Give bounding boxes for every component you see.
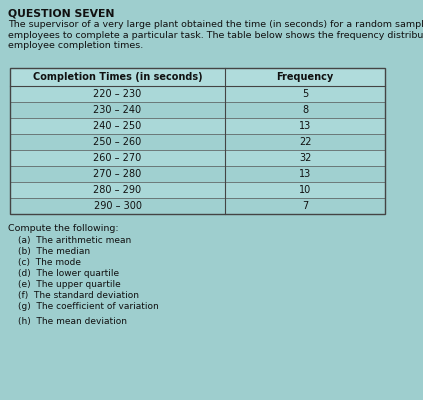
Text: 290 – 300: 290 – 300 xyxy=(93,201,142,211)
Text: 250 – 260: 250 – 260 xyxy=(93,137,142,147)
Text: 10: 10 xyxy=(299,185,311,195)
Bar xyxy=(10,68,385,214)
Text: 7: 7 xyxy=(302,201,308,211)
Text: Frequency: Frequency xyxy=(276,72,334,82)
Text: 8: 8 xyxy=(302,105,308,115)
Bar xyxy=(10,134,385,150)
Text: 13: 13 xyxy=(299,121,311,131)
Text: 270 – 280: 270 – 280 xyxy=(93,169,142,179)
Bar xyxy=(10,182,385,198)
Text: Completion Times (in seconds): Completion Times (in seconds) xyxy=(33,72,202,82)
Bar xyxy=(10,150,385,166)
Text: (e)  The upper quartile: (e) The upper quartile xyxy=(18,280,121,289)
Text: The supervisor of a very large plant obtained the time (in seconds) for a random: The supervisor of a very large plant obt… xyxy=(8,20,423,29)
Text: Compute the following:: Compute the following: xyxy=(8,224,118,233)
Bar xyxy=(10,166,385,182)
Text: 240 – 250: 240 – 250 xyxy=(93,121,142,131)
Text: (c)  The mode: (c) The mode xyxy=(18,258,81,267)
Text: 230 – 240: 230 – 240 xyxy=(93,105,142,115)
Text: 22: 22 xyxy=(299,137,311,147)
Text: 280 – 290: 280 – 290 xyxy=(93,185,142,195)
Text: employees to complete a particular task. The table below shows the frequency dis: employees to complete a particular task.… xyxy=(8,30,423,40)
Text: (a)  The arithmetic mean: (a) The arithmetic mean xyxy=(18,236,131,245)
Bar xyxy=(10,198,385,214)
Text: QUESTION SEVEN: QUESTION SEVEN xyxy=(8,8,115,18)
Text: (b)  The median: (b) The median xyxy=(18,247,90,256)
Text: 5: 5 xyxy=(302,89,308,99)
Text: (h)  The mean deviation: (h) The mean deviation xyxy=(18,317,127,326)
Text: 260 – 270: 260 – 270 xyxy=(93,153,142,163)
Text: 32: 32 xyxy=(299,153,311,163)
Bar xyxy=(10,68,385,86)
Bar xyxy=(10,86,385,102)
Text: 220 – 230: 220 – 230 xyxy=(93,89,142,99)
Text: (g)  The coefficient of variation: (g) The coefficient of variation xyxy=(18,302,159,311)
Bar xyxy=(10,118,385,134)
Text: 13: 13 xyxy=(299,169,311,179)
Bar xyxy=(10,102,385,118)
Text: (d)  The lower quartile: (d) The lower quartile xyxy=(18,269,119,278)
Text: (f)  The standard deviation: (f) The standard deviation xyxy=(18,291,139,300)
Text: employee completion times.: employee completion times. xyxy=(8,41,143,50)
